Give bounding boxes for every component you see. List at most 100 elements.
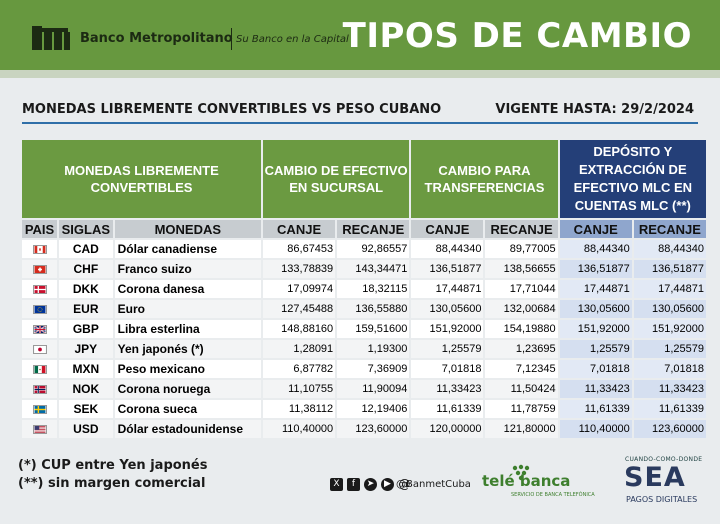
mlc-recanje-value: 151,92000 xyxy=(633,320,706,338)
bank-slogan: Su Banco en la Capital xyxy=(236,34,349,45)
flag-cell xyxy=(22,360,58,378)
flag-switzerland-icon xyxy=(32,264,47,274)
x-icon[interactable]: X xyxy=(330,478,343,491)
mlc-canje-value: 11,33423 xyxy=(559,380,632,398)
cash-recanje-value: 7,36909 xyxy=(337,360,410,378)
mlc-canje-value: 1,25579 xyxy=(559,340,632,358)
exchange-rates-table: MONEDAS LIBREMENTE CONVERTIBLES CAMBIO D… xyxy=(20,138,708,440)
sea-subtitle: PAGOS DIGITALES xyxy=(626,495,698,504)
cash-canje-value: 1,28091 xyxy=(263,340,336,358)
brand-separator xyxy=(231,28,232,50)
table-body: CAD Dólar canadiense 86,67453 92,86557 88,44… xyxy=(22,240,706,438)
header-transfers: CAMBIO PARA TRANSFERENCIAS xyxy=(411,140,558,218)
flag-japan-icon xyxy=(32,344,47,354)
cash-canje-value: 17,09974 xyxy=(263,280,336,298)
mlc-canje-value: 151,92000 xyxy=(559,320,632,338)
header-mlc: DEPÓSITO Y EXTRACCIÓN DE EFECTIVO MLC EN… xyxy=(559,140,706,218)
note-yen: (*) CUP entre Yen japonés xyxy=(18,458,208,473)
cash-recanje-value: 1,19300 xyxy=(337,340,410,358)
cash-recanje-value: 123,60000 xyxy=(337,420,410,438)
transfer-recanje-value: 89,77005 xyxy=(485,240,558,258)
bank-name: Banco Metropolitano xyxy=(80,31,233,46)
col-cash-canje: CANJE xyxy=(263,220,336,238)
currency-code: CHF xyxy=(59,260,113,278)
transfer-recanje-value: 11,50424 xyxy=(485,380,558,398)
transfer-recanje-value: 11,78759 xyxy=(485,400,558,418)
currency-name: Dólar estadounidense xyxy=(114,420,262,438)
subtitle-rule xyxy=(22,122,698,124)
flag-cell xyxy=(22,320,58,338)
mlc-recanje-value: 11,33423 xyxy=(633,380,706,398)
flag-sweden-icon xyxy=(32,404,47,414)
facebook-icon[interactable]: f xyxy=(347,478,360,491)
transfer-canje-value: 11,61339 xyxy=(411,400,484,418)
transfer-canje-value: 88,44340 xyxy=(411,240,484,258)
cash-canje-value: 110,40000 xyxy=(263,420,336,438)
transfer-recanje-value: 138,56655 xyxy=(485,260,558,278)
flag-eu-icon xyxy=(32,304,47,314)
cash-canje-value: 127,45488 xyxy=(263,300,336,318)
sea-top: CUANDO-COMO-DONDE xyxy=(625,456,703,463)
currency-code: GBP xyxy=(59,320,113,338)
flag-cell xyxy=(22,260,58,278)
cash-recanje-value: 143,34471 xyxy=(337,260,410,278)
cash-canje-value: 86,67453 xyxy=(263,240,336,258)
transfer-recanje-value: 132,00684 xyxy=(485,300,558,318)
cash-canje-value: 6,87782 xyxy=(263,360,336,378)
table-row: GBP Libra esterlina 148,88160 159,51600 151,… xyxy=(22,320,706,338)
social-handle[interactable]: @BanmetCuba xyxy=(396,479,471,490)
cash-recanje-value: 12,19406 xyxy=(337,400,410,418)
social-icons: X f ➤ ▶ @ xyxy=(330,478,411,491)
table-subtitle: MONEDAS LIBREMENTE CONVERTIBLES VS PESO … xyxy=(22,102,442,117)
at-icon: @ xyxy=(398,477,411,491)
telebanca-logo-icon xyxy=(512,464,530,481)
mlc-recanje-value: 11,61339 xyxy=(633,400,706,418)
flag-cell xyxy=(22,380,58,398)
cash-recanje-value: 159,51600 xyxy=(337,320,410,338)
cash-canje-value: 133,78839 xyxy=(263,260,336,278)
transfer-recanje-value: 1,23695 xyxy=(485,340,558,358)
col-mlc-canje: CANJE xyxy=(559,220,632,238)
flag-uk-icon xyxy=(32,324,47,334)
currency-code: DKK xyxy=(59,280,113,298)
flag-cell xyxy=(22,400,58,418)
youtube-icon[interactable]: ▶ xyxy=(381,478,394,491)
cash-recanje-value: 18,32115 xyxy=(337,280,410,298)
header-currencies: MONEDAS LIBREMENTE CONVERTIBLES xyxy=(22,140,262,218)
mlc-canje-value: 7,01818 xyxy=(559,360,632,378)
mlc-canje-value: 11,61339 xyxy=(559,400,632,418)
flag-cell xyxy=(22,280,58,298)
header-band xyxy=(0,0,720,70)
table-row: CHF Franco suizo 133,78839 143,34471 136,518… xyxy=(22,260,706,278)
mlc-recanje-value: 7,01818 xyxy=(633,360,706,378)
cash-canje-value: 11,10755 xyxy=(263,380,336,398)
transfer-canje-value: 11,33423 xyxy=(411,380,484,398)
transfer-recanje-value: 121,80000 xyxy=(485,420,558,438)
table-row: DKK Corona danesa 17,09974 18,32115 17,44871… xyxy=(22,280,706,298)
telegram-icon[interactable]: ➤ xyxy=(364,478,377,491)
currency-code: MXN xyxy=(59,360,113,378)
flag-cell xyxy=(22,300,58,318)
col-currency: MONEDAS xyxy=(114,220,262,238)
transfer-canje-value: 120,00000 xyxy=(411,420,484,438)
currency-name: Peso mexicano xyxy=(114,360,262,378)
col-cash-recanje: RECANJE xyxy=(337,220,410,238)
col-tr-canje: CANJE xyxy=(411,220,484,238)
col-country: PAIS xyxy=(22,220,58,238)
table-row: USD Dólar estadounidense 110,40000 123,6000… xyxy=(22,420,706,438)
transfer-canje-value: 1,25579 xyxy=(411,340,484,358)
mlc-recanje-value: 123,60000 xyxy=(633,420,706,438)
currency-name: Libra esterlina xyxy=(114,320,262,338)
col-mlc-recanje: RECANJE xyxy=(633,220,706,238)
header-divider xyxy=(0,70,720,78)
flag-cell xyxy=(22,340,58,358)
transfer-canje-value: 7,01818 xyxy=(411,360,484,378)
transfer-canje-value: 17,44871 xyxy=(411,280,484,298)
table-row: NOK Corona noruega 11,10755 11,90094 11,3342… xyxy=(22,380,706,398)
flag-cell xyxy=(22,420,58,438)
mlc-recanje-value: 88,44340 xyxy=(633,240,706,258)
currency-name: Euro xyxy=(114,300,262,318)
cash-canje-value: 148,88160 xyxy=(263,320,336,338)
sea-logo: SEA xyxy=(624,462,686,493)
cash-recanje-value: 136,55880 xyxy=(337,300,410,318)
